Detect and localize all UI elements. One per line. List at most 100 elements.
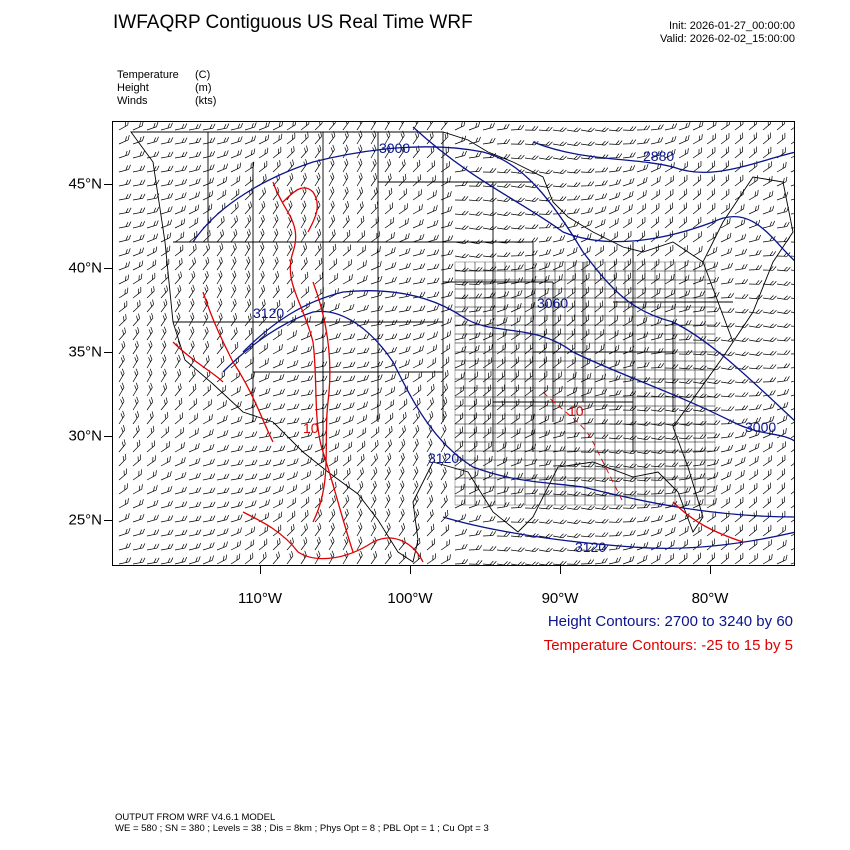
wind-barb xyxy=(510,356,520,369)
wind-barb xyxy=(272,498,284,509)
county-cell xyxy=(524,342,536,353)
wind-barb xyxy=(706,231,717,243)
wind-barb xyxy=(720,337,735,342)
wind-barb xyxy=(160,312,167,327)
wind-barb xyxy=(692,245,703,257)
wind-barb xyxy=(650,421,665,427)
wind-barb xyxy=(706,484,718,495)
wind-barb xyxy=(286,242,293,257)
county-cell xyxy=(514,288,526,299)
wind-barb xyxy=(174,501,188,509)
wind-barb xyxy=(468,371,478,383)
wind-barb xyxy=(552,260,564,271)
wind-barb xyxy=(384,522,391,537)
wind-barb xyxy=(776,266,791,272)
wind-barb xyxy=(608,557,622,565)
wind-barb xyxy=(160,122,173,131)
county-cell xyxy=(484,387,496,398)
wind-barb xyxy=(426,249,440,257)
wind-barb xyxy=(216,541,228,551)
county-cell xyxy=(564,495,576,506)
wind-barb xyxy=(244,242,251,257)
wind-barb xyxy=(160,543,174,551)
wind-barb xyxy=(622,490,637,496)
wind-barb xyxy=(132,469,142,481)
wind-barb xyxy=(286,146,295,159)
wind-barb xyxy=(132,382,139,397)
county-cell xyxy=(694,297,706,308)
wind-barb xyxy=(734,233,747,243)
wind-barb xyxy=(580,286,590,299)
wind-barb xyxy=(748,391,763,397)
wind-barb xyxy=(636,377,651,383)
county-cell xyxy=(534,360,546,371)
wind-barb xyxy=(300,403,314,411)
wind-barb xyxy=(468,136,481,145)
wind-barb xyxy=(468,398,478,411)
wind-barb xyxy=(608,300,618,313)
wind-barb xyxy=(174,205,186,215)
county-cell xyxy=(664,288,676,299)
wind-barb xyxy=(426,424,433,439)
wind-barb xyxy=(650,515,664,523)
wind-barb xyxy=(426,160,435,173)
wind-barb xyxy=(608,315,618,327)
wind-barb xyxy=(720,217,731,229)
wind-barb xyxy=(468,529,482,537)
wind-barb xyxy=(398,188,407,201)
wind-barb xyxy=(482,455,493,467)
wind-barb xyxy=(720,445,734,453)
county-cell xyxy=(534,468,546,479)
wind-barb xyxy=(762,468,772,481)
wind-barb xyxy=(440,249,454,257)
wind-barb xyxy=(650,149,663,159)
wind-barb xyxy=(286,551,294,565)
wind-barb xyxy=(636,346,649,355)
county-cell xyxy=(554,450,566,461)
wind-barb xyxy=(370,400,382,411)
wind-barb xyxy=(132,484,143,495)
wind-barb xyxy=(790,511,794,523)
county-cell xyxy=(604,297,616,308)
wind-barb xyxy=(748,132,758,145)
wind-barb xyxy=(370,216,379,229)
wind-barb xyxy=(426,344,438,355)
wind-barb xyxy=(146,165,160,173)
wind-barb xyxy=(552,371,562,383)
wind-barb xyxy=(314,496,323,509)
wind-barb xyxy=(174,285,182,299)
wind-barb xyxy=(342,158,349,173)
wind-barb xyxy=(440,191,452,201)
county-cell xyxy=(574,378,586,389)
wind-barb xyxy=(342,347,356,355)
wind-barb xyxy=(300,483,311,495)
wind-barb xyxy=(454,196,469,201)
wind-barb xyxy=(216,163,228,173)
wind-barb xyxy=(552,141,567,147)
wind-barb xyxy=(790,336,794,341)
wind-barb xyxy=(426,304,440,313)
wind-barb xyxy=(636,287,646,299)
county-cell xyxy=(604,477,616,488)
wind-barb xyxy=(202,257,210,271)
wind-barb xyxy=(762,161,772,173)
wind-barb xyxy=(118,179,132,187)
wind-barb xyxy=(496,427,506,439)
wind-barb xyxy=(188,178,201,187)
wind-barb xyxy=(692,202,702,215)
wind-barb xyxy=(300,360,313,369)
wind-barb xyxy=(426,411,434,425)
wind-barb xyxy=(496,412,506,425)
wind-barb xyxy=(734,552,744,565)
wind-barb xyxy=(650,462,665,468)
wind-barb xyxy=(146,136,159,145)
wind-barb xyxy=(384,173,392,187)
wind-barb xyxy=(692,231,702,243)
wind-barb xyxy=(636,258,646,271)
wind-barb xyxy=(510,264,524,271)
wind-barb xyxy=(356,414,368,425)
wind-barb xyxy=(398,319,412,327)
wind-barb xyxy=(734,294,749,299)
wind-barb xyxy=(538,444,551,453)
wind-barb xyxy=(776,132,786,145)
